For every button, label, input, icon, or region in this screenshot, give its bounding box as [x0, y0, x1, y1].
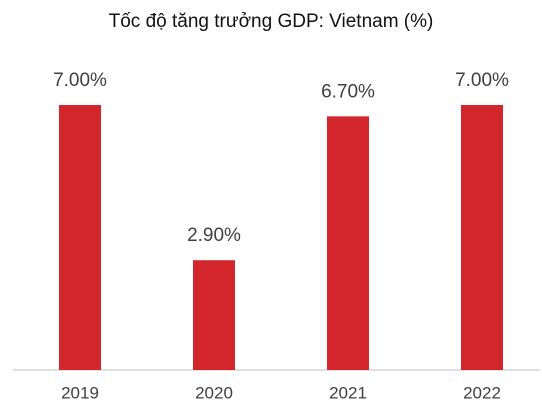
value-label: 7.00% [455, 70, 509, 91]
x-tick-label: 2022 [463, 383, 501, 402]
bar [193, 260, 235, 370]
value-label: 7.00% [53, 70, 107, 91]
x-tick-label: 2021 [329, 383, 367, 402]
x-tick-label: 2020 [195, 383, 233, 402]
x-tick-label: 2019 [61, 383, 99, 402]
value-label: 2.90% [187, 225, 241, 246]
bar [327, 116, 369, 370]
bar [59, 105, 101, 370]
value-label: 6.70% [321, 81, 375, 102]
chart-title: Tốc độ tăng trưởng GDP: Vietnam (%) [109, 11, 434, 32]
bar [461, 105, 503, 370]
